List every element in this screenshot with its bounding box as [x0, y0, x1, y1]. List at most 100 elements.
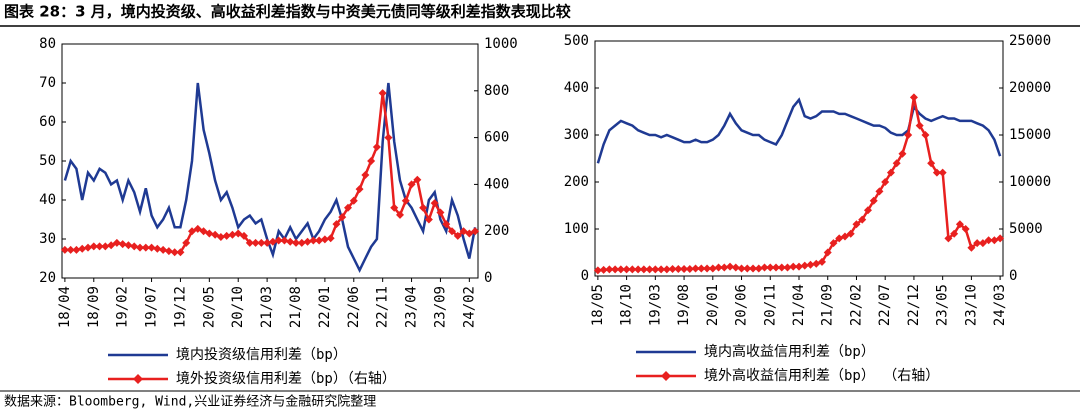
point-marker — [886, 168, 895, 177]
point-marker — [915, 121, 924, 130]
x-tick-label: 19/12 — [172, 286, 188, 328]
point-marker — [84, 243, 92, 252]
y2-tick-label: 15000 — [1009, 127, 1051, 143]
y2-tick-label: 10000 — [1009, 174, 1051, 190]
point-marker — [338, 213, 347, 222]
point-marker — [680, 264, 689, 273]
x-tick-label: 19/08 — [676, 284, 692, 326]
point-marker — [332, 220, 341, 229]
y-tick-label: 80 — [39, 36, 56, 52]
x-tick-label: 24/02 — [461, 286, 477, 328]
point-marker — [685, 264, 694, 273]
point-marker — [628, 265, 637, 274]
legend-label: 境外投资级信用利差（bp）（右轴） — [176, 371, 396, 387]
point-marker — [176, 248, 185, 257]
point-marker — [303, 237, 312, 246]
point-marker — [130, 242, 139, 251]
y-tick-label: 50 — [39, 153, 56, 169]
point-marker — [909, 93, 918, 102]
point-marker — [66, 245, 75, 254]
point-marker — [622, 265, 631, 274]
point-marker — [89, 242, 98, 251]
point-marker — [921, 131, 930, 139]
x-tick-label: 24/03 — [992, 284, 1008, 326]
y-tick-label: 40 — [39, 192, 56, 208]
point-marker — [863, 206, 872, 215]
y2-tick-label: 20000 — [1009, 80, 1051, 96]
point-marker — [234, 229, 243, 238]
x-tick-label: 20/05 — [201, 286, 217, 328]
y-tick-label: 30 — [39, 231, 56, 247]
point-marker — [465, 229, 474, 238]
point-marker — [136, 243, 144, 252]
y2-tick-label: 200 — [484, 223, 509, 239]
point-marker — [280, 236, 289, 245]
series-line — [596, 97, 1002, 164]
point-marker — [795, 262, 803, 271]
point-marker — [829, 239, 838, 248]
point-marker — [731, 263, 740, 272]
point-marker — [657, 265, 666, 274]
x-tick-label: 21/09 — [820, 284, 836, 326]
y-tick-label: 300 — [564, 127, 589, 143]
point-marker — [674, 264, 683, 273]
point-marker — [361, 171, 370, 180]
point-marker — [112, 238, 121, 247]
point-marker — [60, 245, 69, 254]
point-marker — [978, 239, 987, 248]
point-marker — [297, 238, 306, 247]
source: 数据来源：Bloomberg, Wind,兴业证券经济与金融研究院整理 — [4, 394, 376, 410]
x-tick-label: 22/11 — [375, 286, 391, 328]
point-marker — [459, 227, 468, 236]
point-marker — [846, 229, 855, 238]
x-tick-label: 21/03 — [259, 286, 275, 328]
point-marker — [766, 263, 775, 272]
x-tick-label: 23/09 — [432, 286, 448, 328]
point-marker — [251, 238, 260, 247]
point-marker — [806, 260, 815, 269]
point-marker — [703, 264, 712, 273]
point-marker — [726, 262, 735, 271]
legend-label: 境内高收益信用利差（bp） — [704, 343, 875, 360]
x-tick-label: 20/01 — [705, 284, 721, 326]
point-marker — [436, 208, 445, 217]
point-marker — [442, 220, 451, 229]
plot-frame — [594, 40, 1004, 277]
point-marker — [817, 257, 826, 266]
point-marker — [898, 149, 907, 158]
point-marker — [708, 264, 717, 273]
x-tick-label: 19/03 — [647, 284, 663, 326]
point-marker — [944, 234, 953, 243]
point-marker — [141, 243, 150, 252]
point-marker — [245, 238, 254, 247]
point-marker — [378, 89, 387, 98]
point-marker — [263, 238, 272, 247]
x-tick-label: 22/12 — [906, 284, 922, 326]
legend-label: 境外高收益信用利差（bp） （右轴） — [704, 367, 939, 384]
point-marker — [840, 232, 849, 241]
point-marker — [691, 264, 700, 273]
x-tick-label: 20/11 — [762, 284, 778, 326]
point-marker — [961, 225, 970, 233]
point-marker — [222, 231, 231, 240]
point-marker — [118, 240, 127, 249]
point-marker — [634, 265, 643, 274]
x-tick-label: 23/05 — [935, 284, 951, 326]
point-marker — [651, 265, 660, 274]
point-marker — [153, 244, 162, 253]
x-tick-label: 23/04 — [404, 286, 420, 328]
y2-tick-label: 0 — [1009, 268, 1017, 284]
point-marker — [372, 142, 381, 151]
point-marker — [783, 263, 792, 272]
point-marker — [292, 238, 300, 247]
point-marker — [124, 241, 133, 250]
y2-tick-label: 800 — [484, 83, 509, 99]
point-marker — [349, 196, 358, 205]
point-marker — [950, 229, 959, 238]
point-marker — [228, 230, 237, 239]
x-tick-label: 18/10 — [619, 284, 635, 326]
point-marker — [216, 233, 225, 242]
y2-tick-label: 0 — [484, 270, 492, 286]
x-tick-label: 21/04 — [791, 284, 807, 326]
